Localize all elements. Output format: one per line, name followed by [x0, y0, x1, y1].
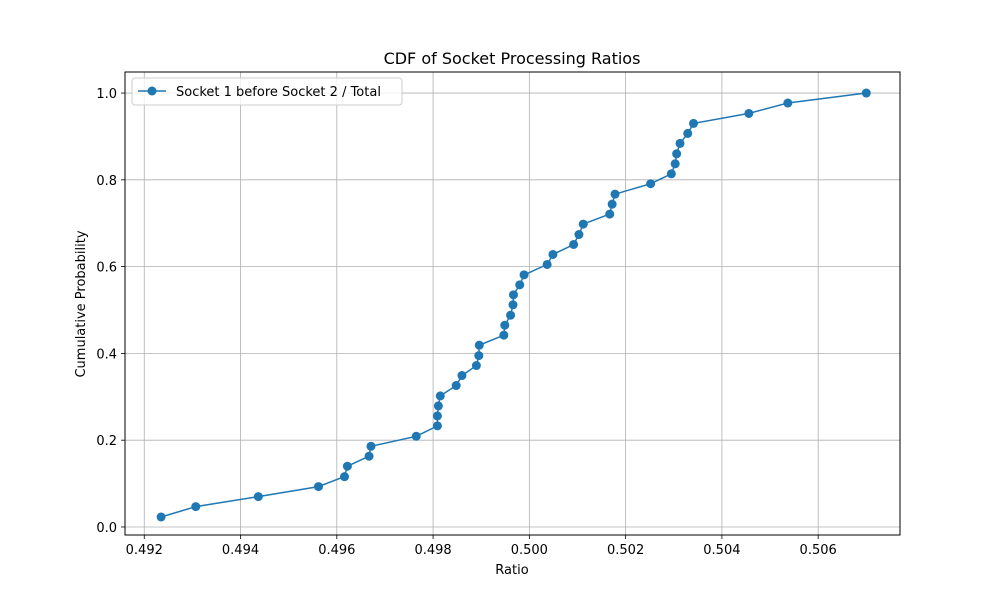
data-point [646, 179, 656, 189]
data-point [340, 472, 350, 482]
y-tick-label: 1.0 [96, 87, 117, 102]
chart-title: CDF of Socket Processing Ratios [384, 49, 641, 68]
data-point [508, 290, 518, 300]
x-axis-label: Ratio [495, 563, 528, 578]
y-tick-label: 0.6 [96, 261, 117, 276]
data-point [366, 441, 376, 451]
data-point [683, 128, 693, 138]
x-tick-label: 0.500 [511, 543, 548, 558]
data-point [783, 98, 793, 108]
legend-dot-marker [147, 86, 157, 96]
data-point [542, 259, 552, 269]
data-point [471, 361, 481, 371]
data-point [861, 88, 871, 98]
data-point [364, 451, 374, 461]
plot-frame [124, 71, 901, 536]
x-tick-label: 0.492 [126, 543, 163, 558]
data-point [610, 189, 620, 199]
ticks: 0.492 0.494 0.496 0.498 0.500 0.502 0.504 0.506… [96, 87, 836, 558]
data-point [433, 401, 443, 411]
data-point [156, 512, 166, 522]
data-point [578, 219, 588, 229]
data-point [432, 421, 442, 431]
data-point [506, 310, 516, 320]
data-point [342, 461, 352, 471]
x-tick-label: 0.504 [703, 543, 740, 558]
data-point [574, 230, 584, 240]
data-point [314, 482, 324, 492]
data-point [688, 118, 698, 128]
y-tick-label: 0.4 [96, 347, 117, 362]
data-point [432, 411, 442, 421]
data-point [474, 340, 484, 350]
data-point [666, 169, 676, 179]
series-layer [156, 88, 871, 522]
x-tick-label: 0.502 [607, 543, 644, 558]
grid [125, 72, 900, 535]
legend-entry-label: Socket 1 before Socket 2 / Total [176, 85, 381, 100]
data-point [569, 239, 579, 249]
data-point [548, 249, 558, 259]
y-axis-label: Cumulative Probability [74, 230, 89, 377]
y-tick-label: 0.8 [96, 174, 117, 189]
data-point [744, 108, 754, 118]
data-point [508, 300, 518, 310]
legend-box [131, 77, 403, 106]
data-point [515, 280, 525, 290]
x-tick-label: 0.498 [414, 543, 451, 558]
y-tick-label: 0.0 [96, 521, 117, 536]
data-point [435, 391, 445, 401]
x-tick-label: 0.506 [800, 543, 837, 558]
data-point [253, 492, 263, 502]
data-point [675, 138, 685, 148]
data-point [191, 502, 201, 512]
data-point [451, 381, 461, 391]
legend: Socket 1 before Socket 2 / Total [131, 77, 403, 106]
data-point [499, 330, 509, 340]
x-tick-label: 0.494 [222, 543, 259, 558]
data-point [519, 270, 529, 280]
data-point [607, 199, 617, 209]
data-point [672, 149, 682, 159]
data-point [411, 431, 421, 441]
y-tick-label: 0.2 [96, 434, 117, 449]
data-point [457, 371, 467, 381]
data-point [605, 209, 615, 219]
data-point [670, 159, 680, 169]
data-point [500, 320, 510, 330]
x-tick-label: 0.496 [318, 543, 355, 558]
data-point [474, 351, 484, 361]
